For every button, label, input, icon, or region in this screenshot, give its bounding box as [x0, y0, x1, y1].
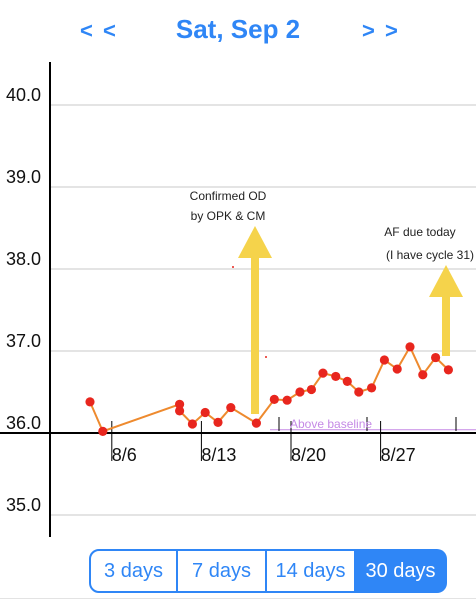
temperature-point	[98, 426, 108, 436]
range-14-days-button[interactable]: 14 days	[267, 549, 356, 593]
temperature-point	[379, 355, 389, 365]
annotation-text: by OPK & CM	[191, 209, 266, 223]
annotation-text: AF due today	[384, 225, 455, 239]
x-tick-label: 8/13	[201, 445, 236, 465]
temperature-point	[187, 419, 197, 429]
arrow-head	[238, 226, 272, 258]
temperature-line	[89, 344, 450, 433]
temperature-point	[306, 384, 317, 395]
range-30-days-button[interactable]: 30 days	[356, 549, 447, 593]
temperature-point	[431, 352, 441, 363]
temperature-point	[226, 402, 236, 413]
temperature-point	[200, 407, 210, 418]
temperature-point	[392, 364, 402, 374]
temperature-point	[213, 417, 223, 427]
temperature-point	[175, 406, 185, 416]
arrow-shaft	[251, 256, 259, 414]
temperature-point	[85, 397, 95, 407]
y-tick-label: 40.0	[6, 85, 41, 105]
temperature-point	[251, 418, 261, 428]
bottom-divider	[0, 598, 476, 599]
temperature-point	[282, 395, 292, 405]
af-arrow	[429, 265, 463, 356]
arrow-head	[429, 265, 463, 297]
annotation-text: Above baseline	[290, 417, 372, 431]
temperature-point	[318, 368, 328, 378]
annotation-text: Confirmed OD	[190, 189, 267, 203]
temperature-point	[295, 387, 305, 397]
temperature-point	[175, 399, 185, 409]
temperature-point	[418, 370, 428, 380]
temperature-point	[269, 394, 279, 404]
stray-dot	[232, 266, 234, 268]
previous-date-button[interactable]: < <	[80, 18, 118, 43]
temperature-point	[367, 383, 377, 393]
temperature-point	[354, 387, 364, 397]
ovulation-arrow	[238, 226, 272, 414]
arrow-shaft	[442, 295, 450, 356]
y-tick-label: 39.0	[6, 167, 41, 187]
y-tick-label: 35.0	[6, 495, 41, 515]
temperature-point	[342, 376, 352, 386]
temperature-chart: 40.0 39.0 38.0 37.0 36.0 35.0 8/6 8/13 8/20 8/27 C…	[0, 62, 476, 537]
y-tick-label: 38.0	[6, 249, 41, 269]
range-7-days-button[interactable]: 7 days	[178, 549, 267, 593]
temperature-point	[331, 371, 341, 382]
x-tick-label: 8/20	[291, 445, 326, 465]
next-date-button[interactable]: > >	[362, 18, 400, 43]
annotation-text: (I have cycle 31)	[386, 248, 474, 262]
temperature-point	[443, 365, 453, 375]
x-tick-label: 8/27	[381, 445, 416, 465]
stray-dot	[265, 356, 267, 358]
temperature-point	[405, 342, 415, 352]
y-tick-label: 37.0	[6, 331, 41, 351]
y-tick-label: 36.0	[6, 413, 41, 433]
range-3-days-button[interactable]: 3 days	[89, 549, 178, 593]
x-tick-label: 8/6	[112, 445, 137, 465]
